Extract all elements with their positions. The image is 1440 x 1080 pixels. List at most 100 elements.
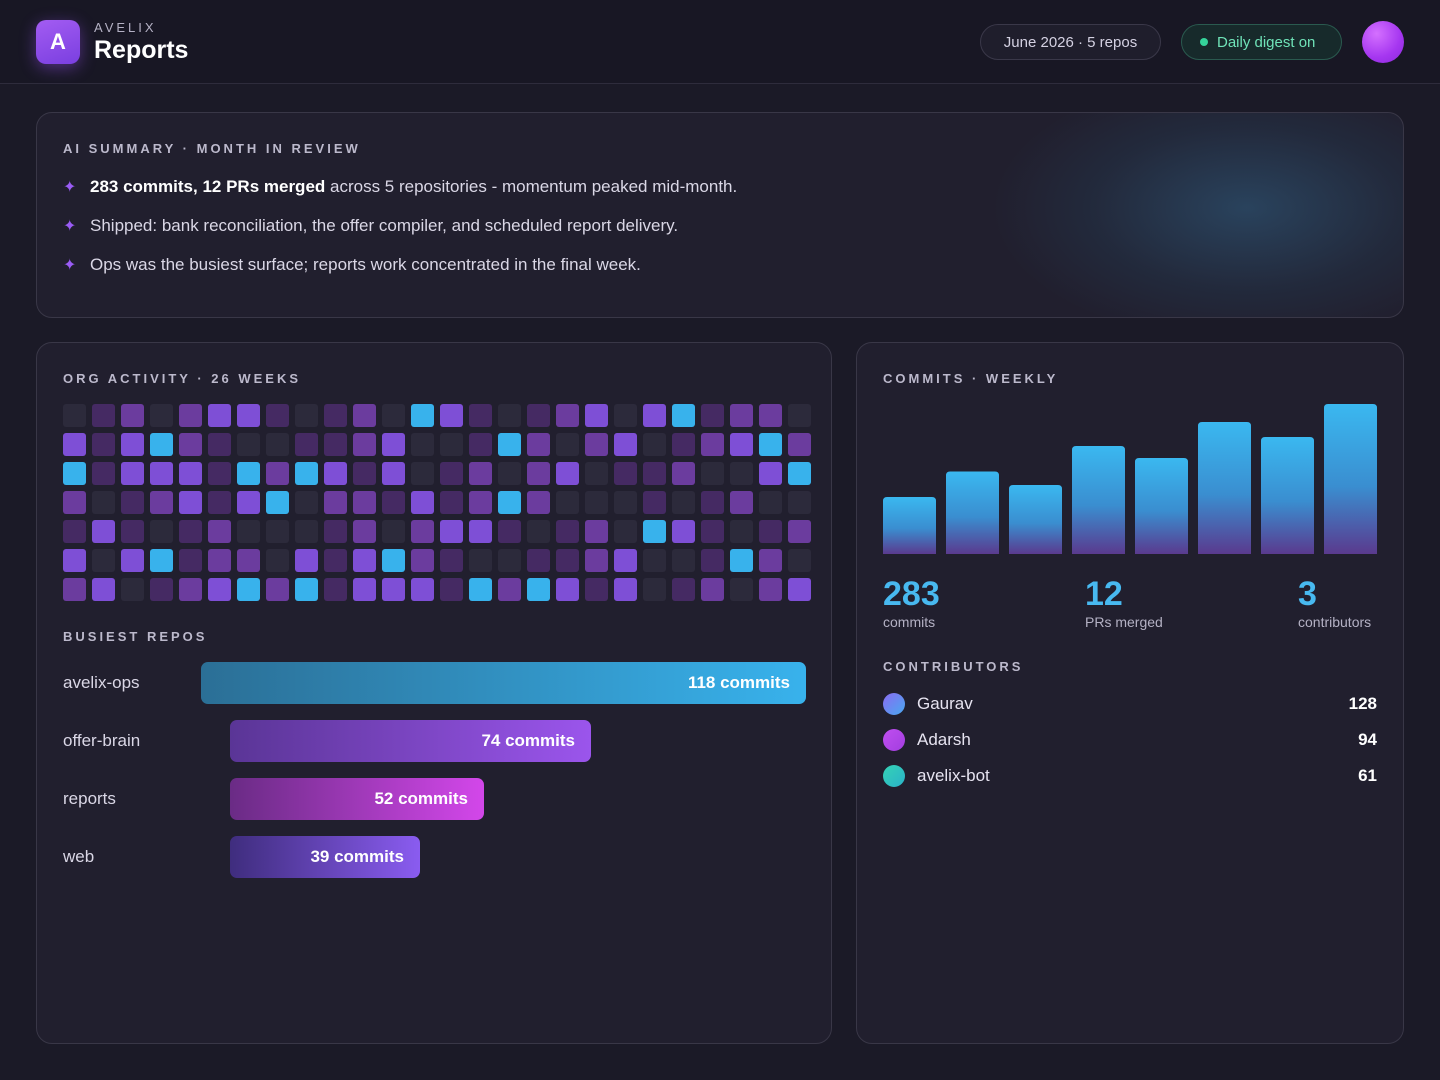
activity-cell bbox=[556, 520, 579, 543]
activity-cell bbox=[179, 549, 202, 572]
activity-cell bbox=[556, 404, 579, 427]
activity-cell bbox=[469, 404, 492, 427]
activity-cell bbox=[324, 549, 347, 572]
activity-cell bbox=[208, 520, 231, 543]
activity-cell bbox=[556, 578, 579, 601]
activity-cell bbox=[527, 578, 550, 601]
activity-cell bbox=[498, 549, 521, 572]
weekly-commits-chart bbox=[883, 404, 1377, 554]
activity-cell bbox=[353, 491, 376, 514]
contributor-row[interactable]: Gaurav 128 bbox=[883, 692, 1377, 716]
commits-weekly-card: COMMITS · WEEKLY 283 commits 12 PRs merg… bbox=[856, 342, 1404, 1044]
activity-cell bbox=[672, 520, 695, 543]
activity-cell bbox=[469, 491, 492, 514]
date-range-label: June 2026 · 5 repos bbox=[1003, 33, 1138, 51]
activity-cell bbox=[556, 491, 579, 514]
activity-cell bbox=[527, 491, 550, 514]
contributor-avatar bbox=[883, 765, 905, 787]
activity-cell bbox=[527, 549, 550, 572]
activity-cell bbox=[701, 404, 724, 427]
daily-digest-toggle[interactable]: Daily digest on bbox=[1181, 24, 1342, 60]
activity-cell bbox=[759, 491, 782, 514]
contributor-commit-count: 128 bbox=[1348, 694, 1377, 713]
repo-commit-count: 39 commits bbox=[310, 847, 404, 866]
activity-cell bbox=[382, 433, 405, 456]
activity-cell bbox=[411, 578, 434, 601]
activity-cell bbox=[788, 549, 811, 572]
app-logo[interactable]: A bbox=[36, 20, 80, 64]
busiest-repos-heading: BUSIEST REPOS bbox=[63, 629, 208, 644]
activity-cell bbox=[556, 462, 579, 485]
activity-cell bbox=[643, 549, 666, 572]
activity-cell bbox=[208, 549, 231, 572]
activity-cell bbox=[469, 462, 492, 485]
activity-cell bbox=[411, 520, 434, 543]
activity-cell bbox=[643, 578, 666, 601]
stat-contributors-label: contributors bbox=[1298, 614, 1372, 630]
activity-cell bbox=[295, 462, 318, 485]
repo-commit-bar: 74 commits bbox=[230, 720, 591, 762]
activity-cell bbox=[150, 462, 173, 485]
activity-cell bbox=[92, 549, 115, 572]
activity-cell bbox=[266, 578, 289, 601]
activity-cell bbox=[614, 578, 637, 601]
activity-cell bbox=[237, 433, 260, 456]
avatar[interactable] bbox=[1362, 21, 1404, 63]
activity-cell bbox=[179, 462, 202, 485]
status-dot-icon bbox=[1200, 38, 1208, 46]
activity-cell bbox=[672, 549, 695, 572]
activity-cell bbox=[585, 404, 608, 427]
activity-cell bbox=[324, 404, 347, 427]
activity-cell bbox=[788, 578, 811, 601]
activity-cell bbox=[150, 549, 173, 572]
activity-cell bbox=[324, 462, 347, 485]
weekly-commit-bar bbox=[1261, 437, 1314, 554]
activity-cell bbox=[237, 549, 260, 572]
activity-cell bbox=[759, 549, 782, 572]
activity-cell bbox=[498, 404, 521, 427]
activity-cell bbox=[585, 491, 608, 514]
activity-cell bbox=[208, 491, 231, 514]
activity-cell bbox=[324, 520, 347, 543]
activity-cell bbox=[498, 491, 521, 514]
activity-cell bbox=[237, 491, 260, 514]
activity-cell bbox=[614, 462, 637, 485]
activity-cell bbox=[440, 520, 463, 543]
stat-prs-label: PRs merged bbox=[1085, 614, 1163, 630]
activity-cell bbox=[382, 462, 405, 485]
activity-cell bbox=[614, 520, 637, 543]
date-range-pill[interactable]: June 2026 · 5 repos bbox=[980, 24, 1161, 60]
activity-cell bbox=[208, 404, 231, 427]
contributor-row[interactable]: Adarsh 94 bbox=[883, 728, 1377, 752]
stat-contributors-value: 3 bbox=[1298, 575, 1317, 613]
activity-cell bbox=[788, 462, 811, 485]
activity-cell bbox=[121, 578, 144, 601]
activity-cell bbox=[92, 462, 115, 485]
activity-cell bbox=[63, 433, 86, 456]
repo-row[interactable]: reports 52 commits bbox=[37, 778, 831, 820]
activity-cell bbox=[208, 433, 231, 456]
activity-cell bbox=[266, 520, 289, 543]
activity-cell bbox=[92, 578, 115, 601]
activity-cell bbox=[498, 462, 521, 485]
activity-cell bbox=[237, 578, 260, 601]
contributor-row[interactable]: avelix-bot 61 bbox=[883, 764, 1377, 788]
activity-cell bbox=[527, 520, 550, 543]
activity-cell bbox=[179, 520, 202, 543]
repo-row[interactable]: offer-brain 74 commits bbox=[37, 720, 831, 762]
activity-cell bbox=[440, 578, 463, 601]
activity-cell bbox=[672, 404, 695, 427]
activity-cell bbox=[353, 578, 376, 601]
activity-cell bbox=[730, 433, 753, 456]
activity-cell bbox=[411, 549, 434, 572]
activity-cell bbox=[150, 433, 173, 456]
repo-row[interactable]: avelix-ops 118 commits bbox=[37, 662, 831, 704]
activity-cell bbox=[179, 433, 202, 456]
repo-row[interactable]: web 39 commits bbox=[37, 836, 831, 878]
activity-cell bbox=[672, 491, 695, 514]
activity-cell bbox=[759, 520, 782, 543]
activity-cell bbox=[179, 491, 202, 514]
weekly-commit-bar bbox=[883, 497, 936, 554]
repo-commit-bar: 52 commits bbox=[230, 778, 484, 820]
activity-cell bbox=[701, 462, 724, 485]
